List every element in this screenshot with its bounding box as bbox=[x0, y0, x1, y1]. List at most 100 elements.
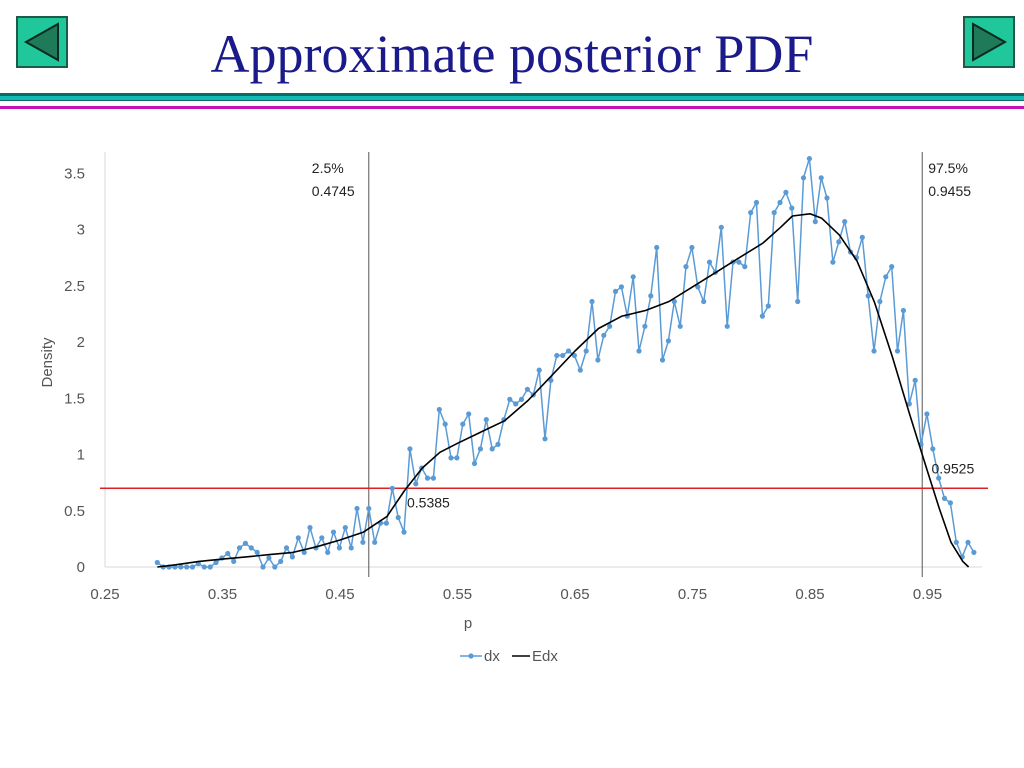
quantile-label: 97.5% bbox=[928, 160, 968, 176]
dx-point bbox=[213, 559, 219, 566]
dx-point bbox=[571, 352, 578, 359]
dx-point bbox=[383, 520, 389, 526]
dx-point bbox=[225, 550, 231, 557]
y-tick-label: 1.5 bbox=[64, 390, 85, 407]
dx-point bbox=[430, 475, 436, 481]
dx-point bbox=[495, 441, 501, 447]
dx-point bbox=[912, 377, 918, 383]
dx-point bbox=[354, 505, 360, 512]
dx-point bbox=[607, 323, 613, 329]
dx-point bbox=[889, 264, 895, 270]
y-tick-label: 3 bbox=[77, 222, 85, 239]
dx-point bbox=[295, 535, 301, 541]
dx-point bbox=[601, 332, 607, 338]
dx-point bbox=[325, 549, 331, 556]
dx-point bbox=[424, 475, 431, 481]
x-tick-label: 0.55 bbox=[443, 586, 472, 603]
dx-point bbox=[554, 352, 560, 359]
dx-point bbox=[789, 205, 795, 211]
dx-point bbox=[724, 323, 730, 329]
dx-point bbox=[795, 298, 801, 305]
dx-point bbox=[413, 481, 419, 487]
dx-point bbox=[777, 199, 783, 206]
dx-point bbox=[941, 495, 948, 501]
legend-dx-marker bbox=[468, 653, 474, 659]
dx-point bbox=[883, 274, 889, 280]
dx-point bbox=[824, 195, 830, 201]
dx-point bbox=[542, 436, 548, 442]
y-tick-label: 2.5 bbox=[64, 278, 85, 295]
dx-point bbox=[395, 514, 401, 521]
dx-point bbox=[906, 401, 912, 407]
dx-point bbox=[536, 367, 542, 373]
edx-series-line bbox=[157, 213, 970, 568]
dx-point bbox=[189, 564, 196, 570]
triangle-left-icon bbox=[23, 22, 59, 62]
dx-point bbox=[231, 558, 237, 565]
dx-point bbox=[812, 219, 818, 225]
dx-point bbox=[589, 298, 595, 305]
dx-point bbox=[830, 259, 836, 265]
dx-point bbox=[595, 357, 601, 363]
x-axis-title: p bbox=[464, 615, 472, 632]
dx-point bbox=[683, 264, 689, 270]
dx-point bbox=[483, 417, 489, 423]
dx-point bbox=[342, 525, 348, 531]
dx-point bbox=[612, 288, 619, 294]
dx-point bbox=[783, 189, 789, 195]
dx-point bbox=[471, 460, 478, 467]
dx-point bbox=[806, 156, 813, 162]
x-tick-label: 0.75 bbox=[678, 586, 707, 603]
dx-point bbox=[695, 284, 701, 290]
dx-point bbox=[924, 411, 930, 417]
dx-point bbox=[859, 234, 865, 240]
dx-point bbox=[894, 348, 901, 354]
dx-point bbox=[436, 406, 442, 413]
dx-point bbox=[260, 564, 266, 570]
dx-point bbox=[800, 175, 807, 181]
dx-point bbox=[360, 539, 366, 545]
dx-point bbox=[642, 323, 648, 329]
dx-point bbox=[301, 549, 307, 556]
dx-point bbox=[583, 348, 589, 354]
legend-dx-label: dx bbox=[484, 648, 500, 665]
next-slide-button[interactable] bbox=[963, 16, 1015, 68]
dx-point bbox=[372, 539, 378, 545]
dx-point bbox=[548, 377, 554, 383]
dx-point bbox=[272, 564, 278, 570]
dx-point bbox=[307, 525, 313, 531]
dx-point bbox=[630, 274, 636, 280]
dx-point bbox=[513, 401, 519, 407]
dx-point bbox=[577, 367, 583, 373]
dx-point bbox=[401, 529, 407, 535]
dx-point bbox=[330, 529, 337, 535]
dx-point bbox=[689, 244, 695, 251]
dx-point bbox=[460, 421, 466, 427]
legend-edx-label: Edx bbox=[532, 648, 558, 665]
dx-point bbox=[283, 545, 290, 551]
dx-point bbox=[930, 446, 936, 452]
dx-point bbox=[278, 558, 284, 565]
previous-slide-button[interactable] bbox=[16, 16, 68, 68]
dx-point bbox=[665, 338, 672, 344]
title-band-cyan bbox=[0, 96, 1024, 100]
dx-point bbox=[671, 298, 677, 305]
dx-point bbox=[636, 348, 642, 354]
dx-point bbox=[489, 446, 495, 452]
dx-point bbox=[871, 348, 877, 354]
dx-point bbox=[947, 500, 954, 506]
dx-series-line bbox=[156, 158, 975, 569]
x-tick-label: 0.25 bbox=[90, 586, 119, 603]
dx-point bbox=[565, 348, 572, 354]
dx-point bbox=[718, 224, 724, 230]
dx-point bbox=[178, 564, 184, 570]
dx-point bbox=[965, 539, 971, 545]
dx-point bbox=[201, 564, 207, 570]
dx-point bbox=[706, 259, 713, 265]
y-tick-label: 0.5 bbox=[64, 503, 85, 520]
dx-point bbox=[701, 298, 707, 305]
y-tick-label: 1 bbox=[77, 447, 85, 464]
title-band-magenta bbox=[0, 106, 1024, 109]
dx-point bbox=[248, 545, 254, 551]
